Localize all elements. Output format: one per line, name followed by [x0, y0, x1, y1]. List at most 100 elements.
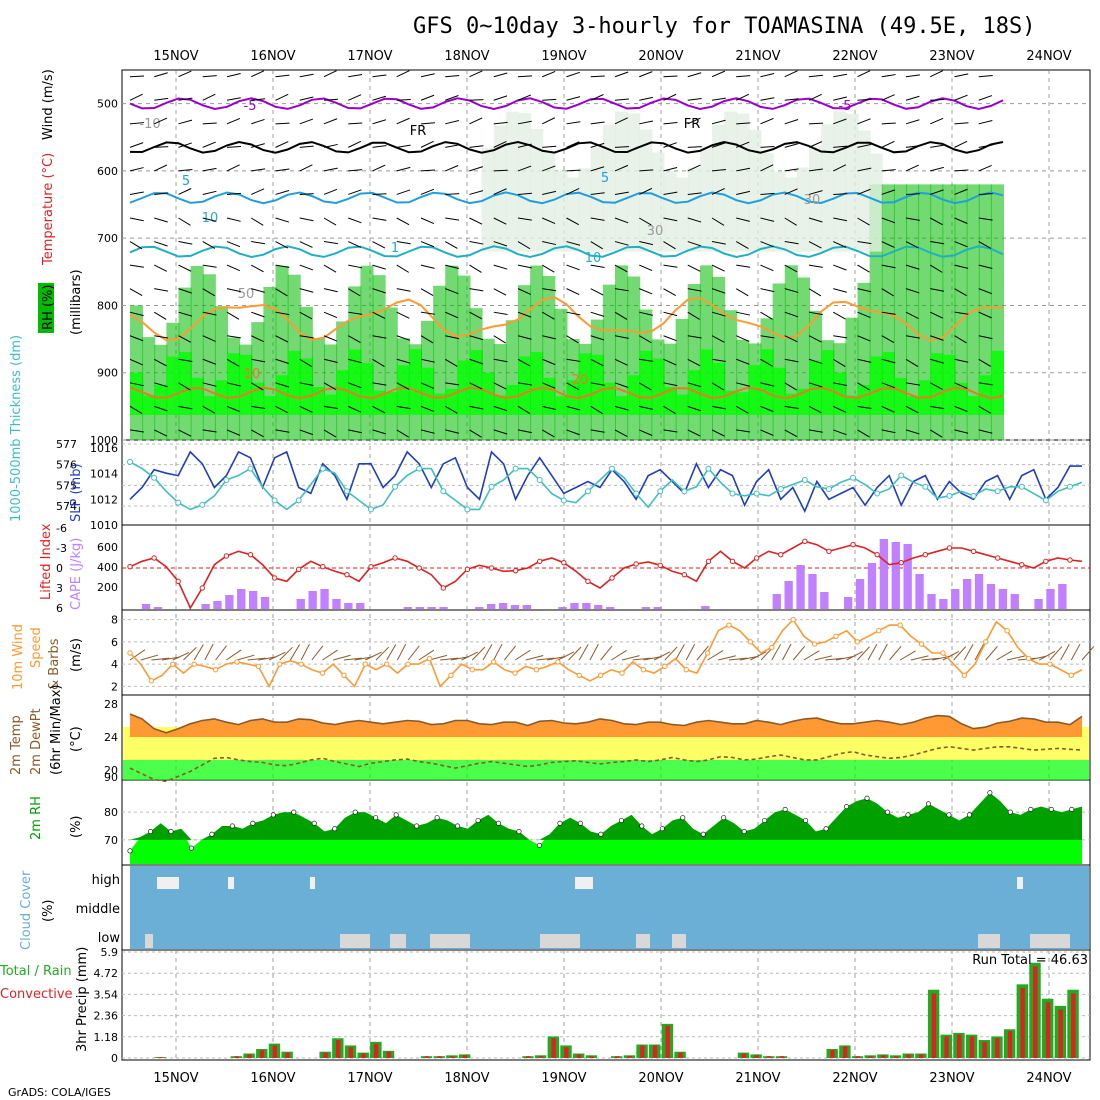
wind-point-76	[940, 650, 946, 656]
li-point-36	[561, 559, 567, 566]
wind-barb-8-845	[226, 335, 241, 339]
wind-barb-40-705	[614, 241, 629, 246]
li-point-66	[922, 551, 929, 558]
day-label-top-3: 18NOV	[444, 49, 489, 64]
wind-point-84	[1025, 655, 1032, 662]
wind-barb-22-775	[396, 288, 411, 292]
li-point-74	[1019, 561, 1025, 568]
precip-conv-bar-24	[450, 1056, 455, 1058]
wind-barb-44-845	[663, 335, 677, 342]
rh-core-71	[990, 350, 1004, 415]
wind-barb-6-670	[202, 217, 217, 222]
precip-conv-bar-34	[576, 1054, 582, 1058]
rh-core-33	[530, 351, 544, 415]
wind-barb-10m-24	[386, 644, 397, 661]
thickness-point-48	[705, 465, 712, 472]
wind-tick-8: 8	[111, 614, 118, 627]
wind-barb-20-565	[372, 145, 387, 148]
rh-core-5	[190, 377, 204, 415]
cape-bar-72	[986, 584, 996, 609]
wind-barb-10m-56	[728, 657, 747, 661]
wind-barb-66-740	[929, 264, 943, 273]
precip-conv-bar-22	[424, 1056, 430, 1058]
wind-barb-52-845	[760, 335, 775, 339]
wind-barb-50-775	[735, 288, 749, 297]
wind-barb-10-985	[251, 429, 264, 438]
wind-barb-54-810	[784, 311, 799, 318]
rh-upper-45	[675, 177, 689, 252]
rh-point-68	[823, 826, 829, 832]
rh-shade-41	[627, 276, 641, 440]
li-point-28	[464, 566, 471, 573]
wind-barb-54-670	[784, 217, 797, 226]
wind-barb-68-495	[954, 94, 968, 101]
wind-barb-12-460	[275, 74, 290, 78]
cloud-low-block-1	[340, 934, 370, 948]
wind-barb-4-985	[178, 429, 192, 437]
wind-barb-34-915	[542, 382, 556, 389]
wind-barb-22-600	[396, 166, 411, 172]
wind-barb-52-565	[760, 146, 775, 148]
rh-core-22	[396, 365, 410, 415]
li-point-62	[874, 551, 880, 558]
wind-barb-20-985	[372, 429, 387, 435]
wind-barb-68-845	[954, 335, 967, 344]
label-cape: CAPE (J/kg)	[69, 538, 84, 610]
cape-bar-23	[403, 607, 413, 609]
label-temp-unit: (°C)	[69, 726, 84, 752]
wind-barb-70-880	[978, 358, 992, 367]
wind-barb-40-495	[614, 98, 629, 101]
wind-barb-28-985	[469, 429, 482, 438]
wind-barb-44-460	[663, 75, 678, 78]
wind-barb-20-775	[372, 288, 386, 294]
cape-bar-8	[225, 595, 234, 609]
wind-barb-64-565	[905, 145, 920, 148]
wind-barb-8-670	[226, 217, 241, 222]
thickness-point-62	[874, 490, 881, 497]
wind-barb-10m-26	[407, 645, 420, 661]
wind-barb-50-635	[736, 190, 751, 195]
wind-barb-34-530	[542, 117, 556, 125]
rh-point-20	[332, 826, 338, 832]
thickness-point-40	[609, 465, 616, 472]
rh-point-12	[250, 820, 256, 826]
rh-core-55	[796, 388, 810, 415]
wind-barb-46-845	[687, 335, 702, 339]
wind-barb-26-740	[445, 264, 459, 269]
li-point-20	[368, 563, 374, 570]
thickness-point-16	[319, 465, 326, 472]
wind-barb-40-565	[614, 146, 630, 148]
wind-barb-36-740	[566, 264, 580, 271]
wind-barb-24-845	[420, 335, 434, 344]
precip-conv-bar-15	[335, 1040, 341, 1058]
wind-barb-10-880	[251, 358, 266, 363]
precip-conv-bar-31	[538, 1056, 544, 1058]
wind-barb-40-670	[614, 217, 629, 224]
wind-barb-66-600	[930, 166, 944, 172]
wind-barb-34-775	[542, 288, 557, 292]
wind-barb-16-740	[323, 264, 337, 273]
wind-barb-34-845	[542, 335, 556, 340]
wind-barb-36-915	[566, 382, 579, 391]
wind-barb-4-635	[178, 188, 192, 195]
li-tick--3: -3	[56, 542, 67, 555]
li-point-26	[440, 585, 447, 591]
label-2m-temp: 2m Temp	[9, 715, 24, 775]
rh-upper-56	[809, 146, 823, 252]
wind-barb-22-985	[396, 429, 409, 438]
thickness-point-36	[560, 497, 567, 504]
precip-conv-bar-59	[893, 1056, 899, 1058]
wind-barb-40-880	[614, 358, 628, 366]
thickness-point-66	[922, 483, 929, 490]
cape-bar-10	[249, 591, 258, 609]
rh-upper-54	[784, 177, 798, 252]
wind-barb-60-670	[857, 217, 870, 226]
wind-barb-52-915	[760, 382, 775, 387]
cape-bar-73	[998, 589, 1008, 609]
wind-barb-18-740	[348, 264, 363, 269]
rh-upper-41	[627, 113, 641, 252]
slp-line	[129, 450, 1082, 514]
rh-core-50	[736, 392, 750, 415]
rh-core-59	[845, 395, 859, 415]
